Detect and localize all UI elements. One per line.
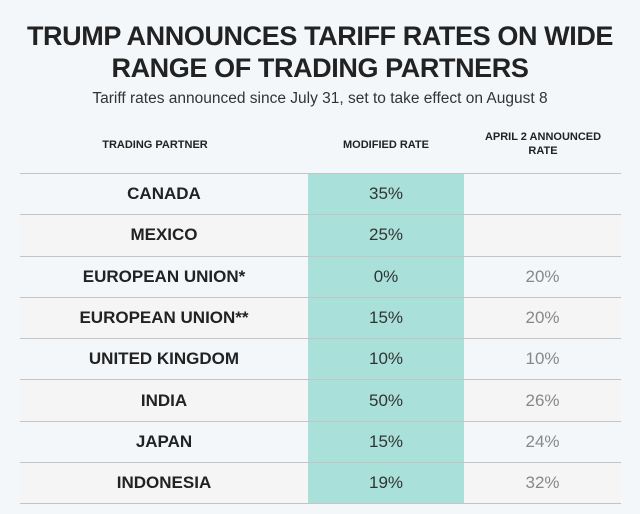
april-rate-cell: 20% xyxy=(464,255,621,298)
april-rate-cell: 24% xyxy=(464,420,621,463)
page-title: TRUMP ANNOUNCES TARIFF RATES ON WIDE RAN… xyxy=(26,21,614,83)
table-row: INDONESIA 19% 32% xyxy=(20,462,621,505)
partner-cell: CANADA xyxy=(20,172,308,215)
modified-rate-cell: 15% xyxy=(308,420,464,463)
modified-rate-cell: 50% xyxy=(308,379,464,422)
modified-rate-cell: 10% xyxy=(308,338,464,380)
april-rate-cell: 10% xyxy=(464,338,621,380)
subtitle: Tariff rates announced since July 31, se… xyxy=(92,90,548,107)
april-rate-cell: 20% xyxy=(464,296,621,339)
modified-rate-cell: 35% xyxy=(308,172,464,215)
header-april-rate: APRIL 2 ANNOUNCED RATE xyxy=(484,131,602,157)
tariff-table: CANADA 35% MEXICO 25% EUROPEAN UNION* 0% 20% EU… xyxy=(20,172,621,505)
partner-cell: EUROPEAN UNION** xyxy=(20,296,308,339)
april-rate-cell xyxy=(464,172,621,215)
modified-rate-cell: 0% xyxy=(308,255,464,298)
modified-rate-cell: 15% xyxy=(308,296,464,339)
header-trading-partner: TRADING PARTNER xyxy=(102,139,208,151)
table-row: UNITED KINGDOM 10% 10% xyxy=(20,338,621,380)
partner-cell: INDONESIA xyxy=(20,462,308,505)
table-row: MEXICO 25% xyxy=(20,214,621,257)
table-row: EUROPEAN UNION** 15% 20% xyxy=(20,296,621,339)
table-row: EUROPEAN UNION* 0% 20% xyxy=(20,255,621,298)
header-modified-rate: MODIFIED RATE xyxy=(343,139,429,151)
partner-cell: JAPAN xyxy=(20,420,308,463)
modified-rate-cell: 19% xyxy=(308,462,464,505)
partner-cell: INDIA xyxy=(20,379,308,422)
partner-cell: MEXICO xyxy=(20,214,308,257)
april-rate-cell: 32% xyxy=(464,462,621,505)
table-row: JAPAN 15% 24% xyxy=(20,420,621,463)
partner-cell: UNITED KINGDOM xyxy=(20,338,308,380)
title-block: TRUMP ANNOUNCES TARIFF RATES ON WIDE RAN… xyxy=(0,20,640,108)
partner-cell: EUROPEAN UNION* xyxy=(20,255,308,298)
april-rate-cell xyxy=(464,214,621,257)
april-rate-cell: 26% xyxy=(464,379,621,422)
modified-rate-cell: 25% xyxy=(308,214,464,257)
table-row: CANADA 35% xyxy=(20,172,621,215)
table-row: INDIA 50% 26% xyxy=(20,379,621,422)
